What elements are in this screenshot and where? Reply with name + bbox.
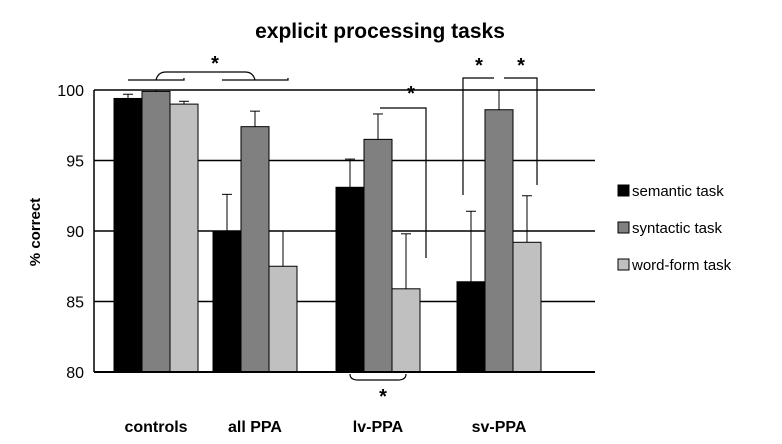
legend-swatch <box>617 221 630 234</box>
bar <box>141 90 171 373</box>
chart-title: explicit processing tasks <box>255 20 505 43</box>
legend: semantic task syntactic task word-form tas… <box>617 183 732 274</box>
x-tick-label: all PPA <box>228 419 282 436</box>
bar <box>391 288 421 373</box>
y-tick-label: 100 <box>57 83 84 100</box>
x-tick-labels: controls all PPA lv-PPA sv-PPA <box>124 419 526 436</box>
bar <box>456 281 486 373</box>
significance-bracket <box>349 373 407 381</box>
significance-bracket <box>128 78 185 81</box>
bar <box>113 97 143 373</box>
significance-bracket <box>222 78 289 81</box>
x-tick-label: sv-PPA <box>472 419 527 436</box>
significance-bracket <box>380 107 427 258</box>
y-axis-label: % correct <box>27 198 44 266</box>
bars <box>113 89 542 373</box>
y-tick-label: 95 <box>66 154 84 171</box>
significance-star: * <box>517 55 525 77</box>
x-tick-label: controls <box>124 419 187 436</box>
bar <box>169 103 199 373</box>
bar <box>240 126 270 373</box>
legend-swatch <box>617 258 630 271</box>
legend-swatch <box>617 184 630 197</box>
y-tick-label: 80 <box>66 365 84 382</box>
significance-bracket <box>155 71 256 81</box>
y-tick-label: 90 <box>66 224 84 241</box>
bar <box>484 109 514 373</box>
legend-label: syntactic task <box>632 220 723 237</box>
significance-star: * <box>211 53 219 75</box>
bar <box>363 138 393 373</box>
significance-bracket <box>504 77 538 185</box>
significance-star: * <box>475 55 483 77</box>
bar <box>212 230 242 373</box>
bar <box>335 186 365 373</box>
bar <box>512 241 542 373</box>
y-tick-labels: 80 85 90 95 100 <box>57 83 84 382</box>
significance-bracket <box>462 77 494 195</box>
bar <box>268 265 298 373</box>
significance-star: * <box>407 83 415 105</box>
legend-label: word-form task <box>631 257 732 274</box>
x-tick-label: lv-PPA <box>353 419 404 436</box>
significance-brackets: * * * * * <box>128 53 538 408</box>
legend-label: semantic task <box>632 183 724 200</box>
y-tick-label: 85 <box>66 295 84 312</box>
significance-star: * <box>379 386 387 408</box>
